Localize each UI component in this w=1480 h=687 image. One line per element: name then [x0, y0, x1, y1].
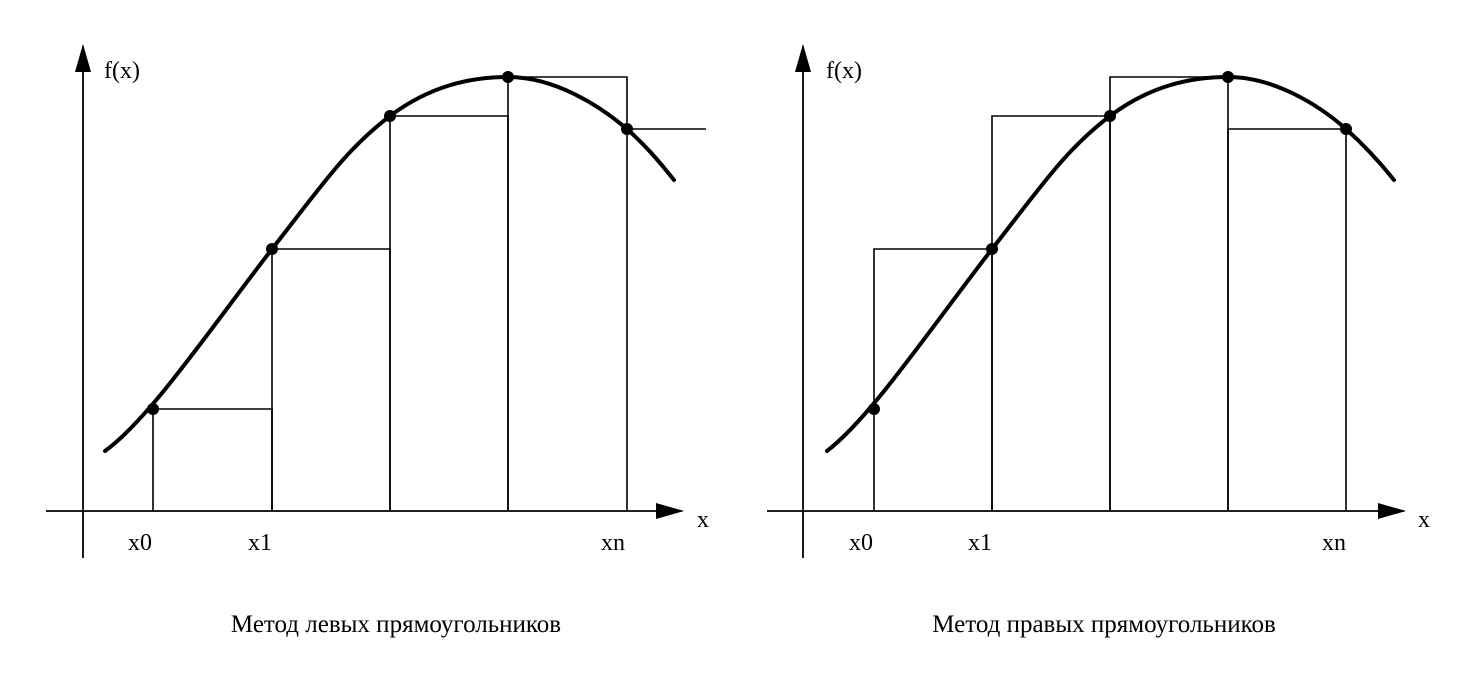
caption-left-method: Метод левых прямоугольников — [231, 611, 561, 638]
tick-label-x1: x1 — [248, 530, 272, 556]
point — [621, 123, 633, 135]
rectangle-2 — [271, 248, 391, 511]
rectangle-4 — [507, 76, 628, 511]
rectangle-1 — [152, 408, 273, 511]
rectangle-3 — [389, 115, 509, 511]
tick-label-x0: x0 — [128, 530, 152, 556]
point — [868, 403, 880, 415]
point — [1104, 110, 1116, 122]
point — [384, 110, 396, 122]
rectangles — [873, 76, 1347, 511]
x-axis-label: x — [1418, 507, 1430, 533]
tick-label-xn: xn — [601, 530, 625, 556]
point — [266, 243, 278, 255]
rectangle-3 — [1109, 76, 1229, 511]
tick-label-xn: xn — [1322, 530, 1346, 556]
tick-label-x0: x0 — [849, 530, 873, 556]
y-axis-label: f(x) — [826, 58, 862, 84]
rectangle-4 — [1227, 128, 1347, 511]
caption-right-method: Метод правых прямоугольников — [932, 611, 1276, 638]
y-axis-label: f(x) — [104, 58, 140, 84]
rectangles — [152, 76, 706, 511]
point — [147, 403, 159, 415]
curve-points — [868, 71, 1352, 415]
curve-points — [147, 71, 633, 415]
x-axis-label: x — [697, 507, 709, 533]
point — [986, 243, 998, 255]
point — [502, 71, 514, 83]
panel-left-rectangles: f(x) x x0 x1 xn Метод левых прямоугольни… — [46, 44, 709, 638]
point — [1340, 123, 1352, 135]
panel-right-rectangles: f(x) x x0 x1 xn Метод правых прямоугольн… — [767, 44, 1430, 638]
point — [1222, 71, 1234, 83]
tick-label-x1: x1 — [968, 530, 992, 556]
